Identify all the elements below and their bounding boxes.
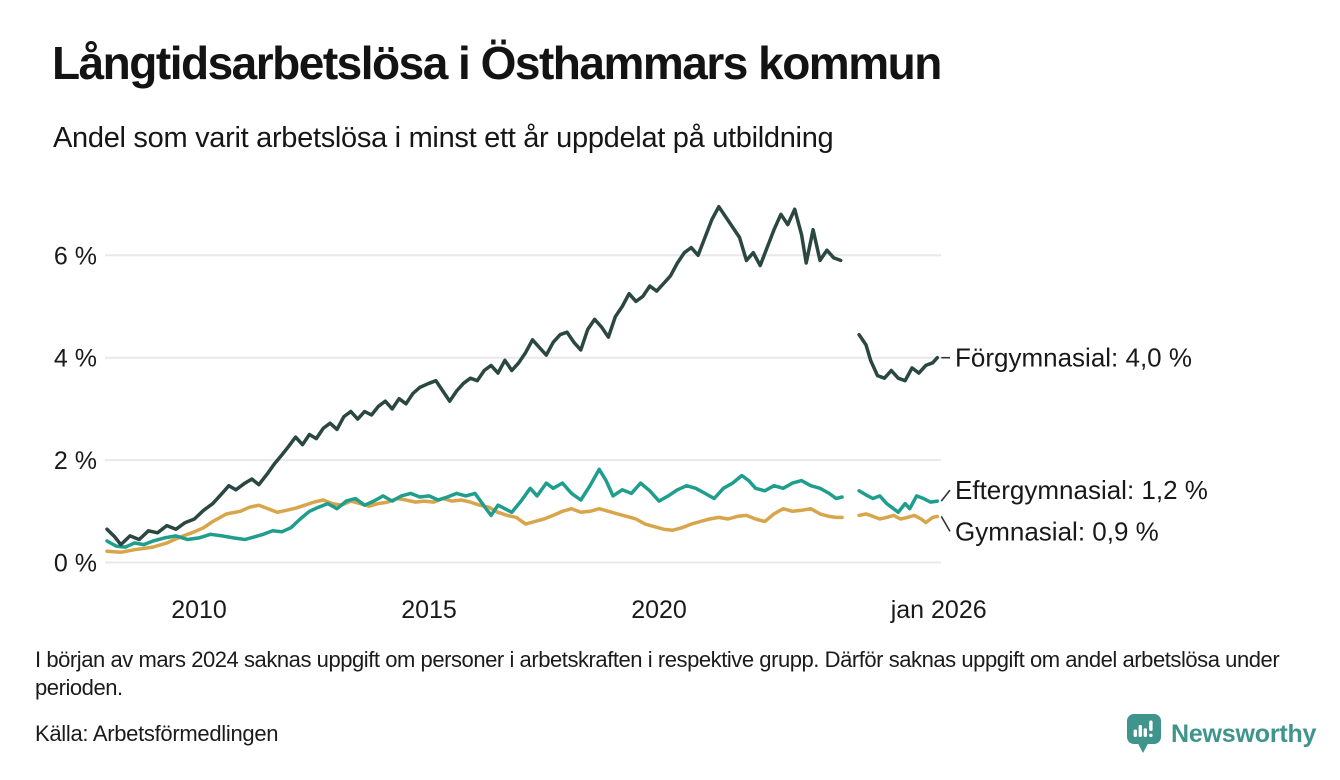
series-line-eftergymnasial [857,489,940,515]
series-end-label-eftergymnasial: Eftergymnasial: 1,2 % [955,475,1208,505]
newsworthy-icon [1127,714,1161,753]
label-leader-eftergymnasial [940,489,951,502]
chart-subtitle: Andel som varit arbetslösa i minst ett å… [53,122,834,154]
newsworthy-logo: Newsworthy [1126,713,1316,755]
y-tick-label: 0 % [54,550,97,578]
series-end-label-gymnasial: Gymnasial: 0,9 % [955,516,1159,546]
source-attribution: Källa: Arbetsförmedlingen [35,721,279,746]
x-tick-label: 2010 [171,596,227,624]
series-line-gymnasial [857,512,940,525]
label-leader-gymnasial [940,515,951,532]
newsworthy-wordmark: Newsworthy [1171,719,1317,748]
y-tick-label: 2 % [54,447,97,475]
series-line-forgymnasial [857,332,940,383]
page-title: Långtidsarbetslösa i Östhammars kommun [52,37,942,89]
y-tick-label: 4 % [54,345,97,373]
series-line-forgymnasial [105,204,843,547]
series-line-gymnasial [105,496,844,555]
series-end-label-forgymnasial: Förgymnasial: 4,0 % [955,343,1192,373]
x-tick-label: jan 2026 [890,596,987,624]
footnote: I början av mars 2024 saknas uppgift om … [35,647,1280,701]
x-tick-label: 2020 [631,596,687,624]
series-line-eftergymnasial [105,467,844,549]
x-tick-label: 2015 [401,596,457,624]
y-tick-label: 6 % [54,242,97,270]
